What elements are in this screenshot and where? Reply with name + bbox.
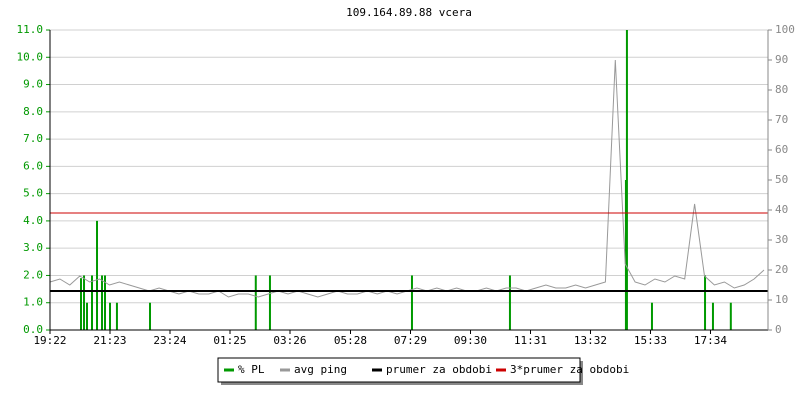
x-tick-label: 23:24 (153, 334, 186, 347)
legend-label: avg ping (294, 363, 347, 376)
x-tick-label: 15:33 (634, 334, 667, 347)
y-tick-label: 10.0 (17, 50, 44, 63)
y2-tick-label: 40 (775, 203, 788, 216)
legend-label: % PL (238, 363, 265, 376)
x-tick-label: 07:29 (394, 334, 427, 347)
legend-label: prumer za obdobi (386, 363, 492, 376)
legend-label: 3*prumer za obdobi (510, 363, 629, 376)
x-tick-label: 19:22 (33, 334, 66, 347)
y-tick-label: 8.0 (23, 105, 43, 118)
x-tick-label: 11:31 (514, 334, 547, 347)
x-tick-label: 17:34 (694, 334, 727, 347)
chart-title: 109.164.89.88 vcera (346, 6, 472, 19)
y2-tick-label: 50 (775, 173, 788, 186)
y-tick-label: 6.0 (23, 159, 43, 172)
y-tick-label: 7.0 (23, 132, 43, 145)
y2-tick-label: 20 (775, 263, 788, 276)
y2-tick-label: 70 (775, 113, 788, 126)
y2-tick-label: 30 (775, 233, 788, 246)
x-tick-label: 05:28 (334, 334, 367, 347)
y2-tick-label: 80 (775, 83, 788, 96)
y2-tick-label: 100 (775, 23, 795, 36)
y2-tick-label: 10 (775, 293, 788, 306)
y2-tick-label: 0 (775, 323, 782, 336)
y-tick-label: 2.0 (23, 268, 43, 281)
y-tick-label: 0.0 (23, 323, 43, 336)
legend-box (217, 357, 581, 383)
y-tick-label: 3.0 (23, 241, 43, 254)
y-tick-label: 9.0 (23, 78, 43, 91)
y-tick-label: 1.0 (23, 296, 43, 309)
x-tick-label: 01:25 (213, 334, 246, 347)
x-tick-label: 21:23 (93, 334, 126, 347)
y-tick-label: 4.0 (23, 214, 43, 227)
y-tick-label: 11.0 (17, 23, 44, 36)
y2-tick-label: 60 (775, 143, 788, 156)
x-tick-label: 09:30 (454, 334, 487, 347)
y-tick-label: 5.0 (23, 187, 43, 200)
x-tick-label: 13:32 (574, 334, 607, 347)
x-tick-label: 03:26 (273, 334, 306, 347)
y2-tick-label: 90 (775, 53, 788, 66)
